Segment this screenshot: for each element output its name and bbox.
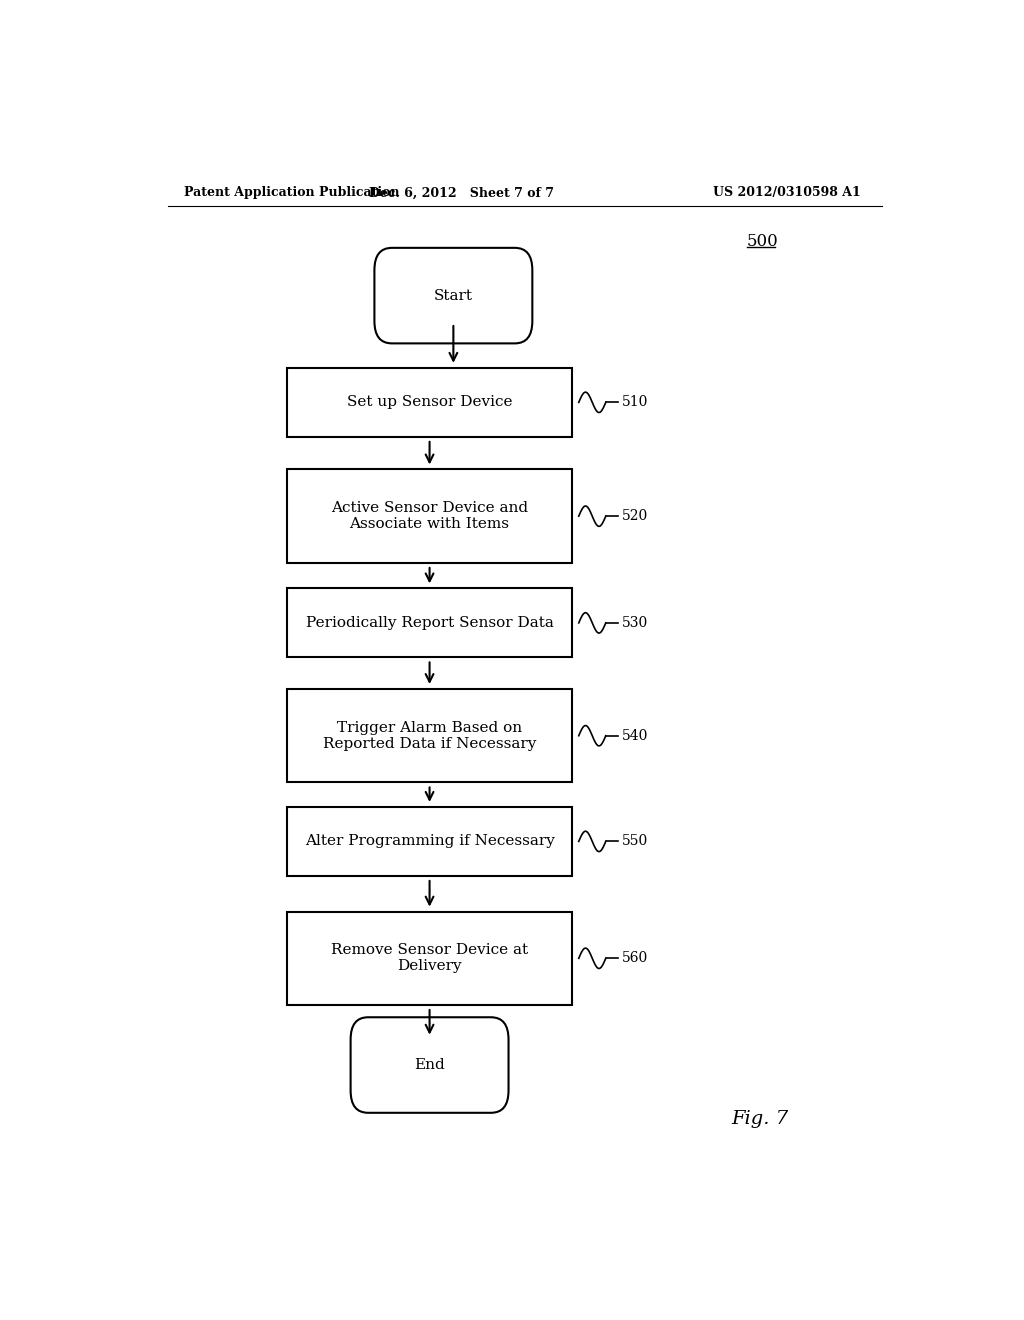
Bar (287, 807, 572, 876)
Bar (287, 470, 572, 562)
FancyBboxPatch shape (350, 1018, 509, 1113)
Text: Patent Application Publication: Patent Application Publication (183, 186, 399, 199)
Bar (287, 689, 572, 783)
Text: 550: 550 (622, 834, 648, 849)
Text: 520: 520 (622, 510, 648, 523)
Bar (287, 589, 572, 657)
FancyBboxPatch shape (375, 248, 532, 343)
Bar (287, 912, 572, 1005)
Text: 560: 560 (622, 952, 648, 965)
Text: Active Sensor Device and
Associate with Items: Active Sensor Device and Associate with … (331, 502, 528, 531)
Text: Set up Sensor Device: Set up Sensor Device (347, 395, 512, 409)
Text: 500: 500 (748, 234, 779, 251)
Text: Fig. 7: Fig. 7 (731, 1110, 788, 1127)
Text: 540: 540 (622, 729, 648, 743)
Text: Alter Programming if Necessary: Alter Programming if Necessary (304, 834, 555, 849)
Text: End: End (414, 1059, 445, 1072)
Text: Start: Start (434, 289, 473, 302)
Text: 530: 530 (622, 616, 648, 630)
Text: Trigger Alarm Based on
Reported Data if Necessary: Trigger Alarm Based on Reported Data if … (323, 721, 537, 751)
Text: Dec. 6, 2012   Sheet 7 of 7: Dec. 6, 2012 Sheet 7 of 7 (369, 186, 554, 199)
Text: Remove Sensor Device at
Delivery: Remove Sensor Device at Delivery (331, 944, 528, 973)
Text: 510: 510 (622, 395, 648, 409)
Text: Periodically Report Sensor Data: Periodically Report Sensor Data (305, 616, 554, 630)
Bar (287, 368, 572, 437)
Text: US 2012/0310598 A1: US 2012/0310598 A1 (713, 186, 860, 199)
